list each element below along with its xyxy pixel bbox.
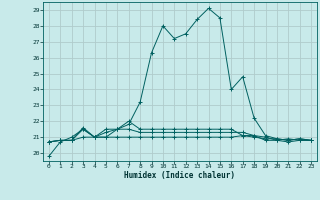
X-axis label: Humidex (Indice chaleur): Humidex (Indice chaleur)	[124, 171, 236, 180]
